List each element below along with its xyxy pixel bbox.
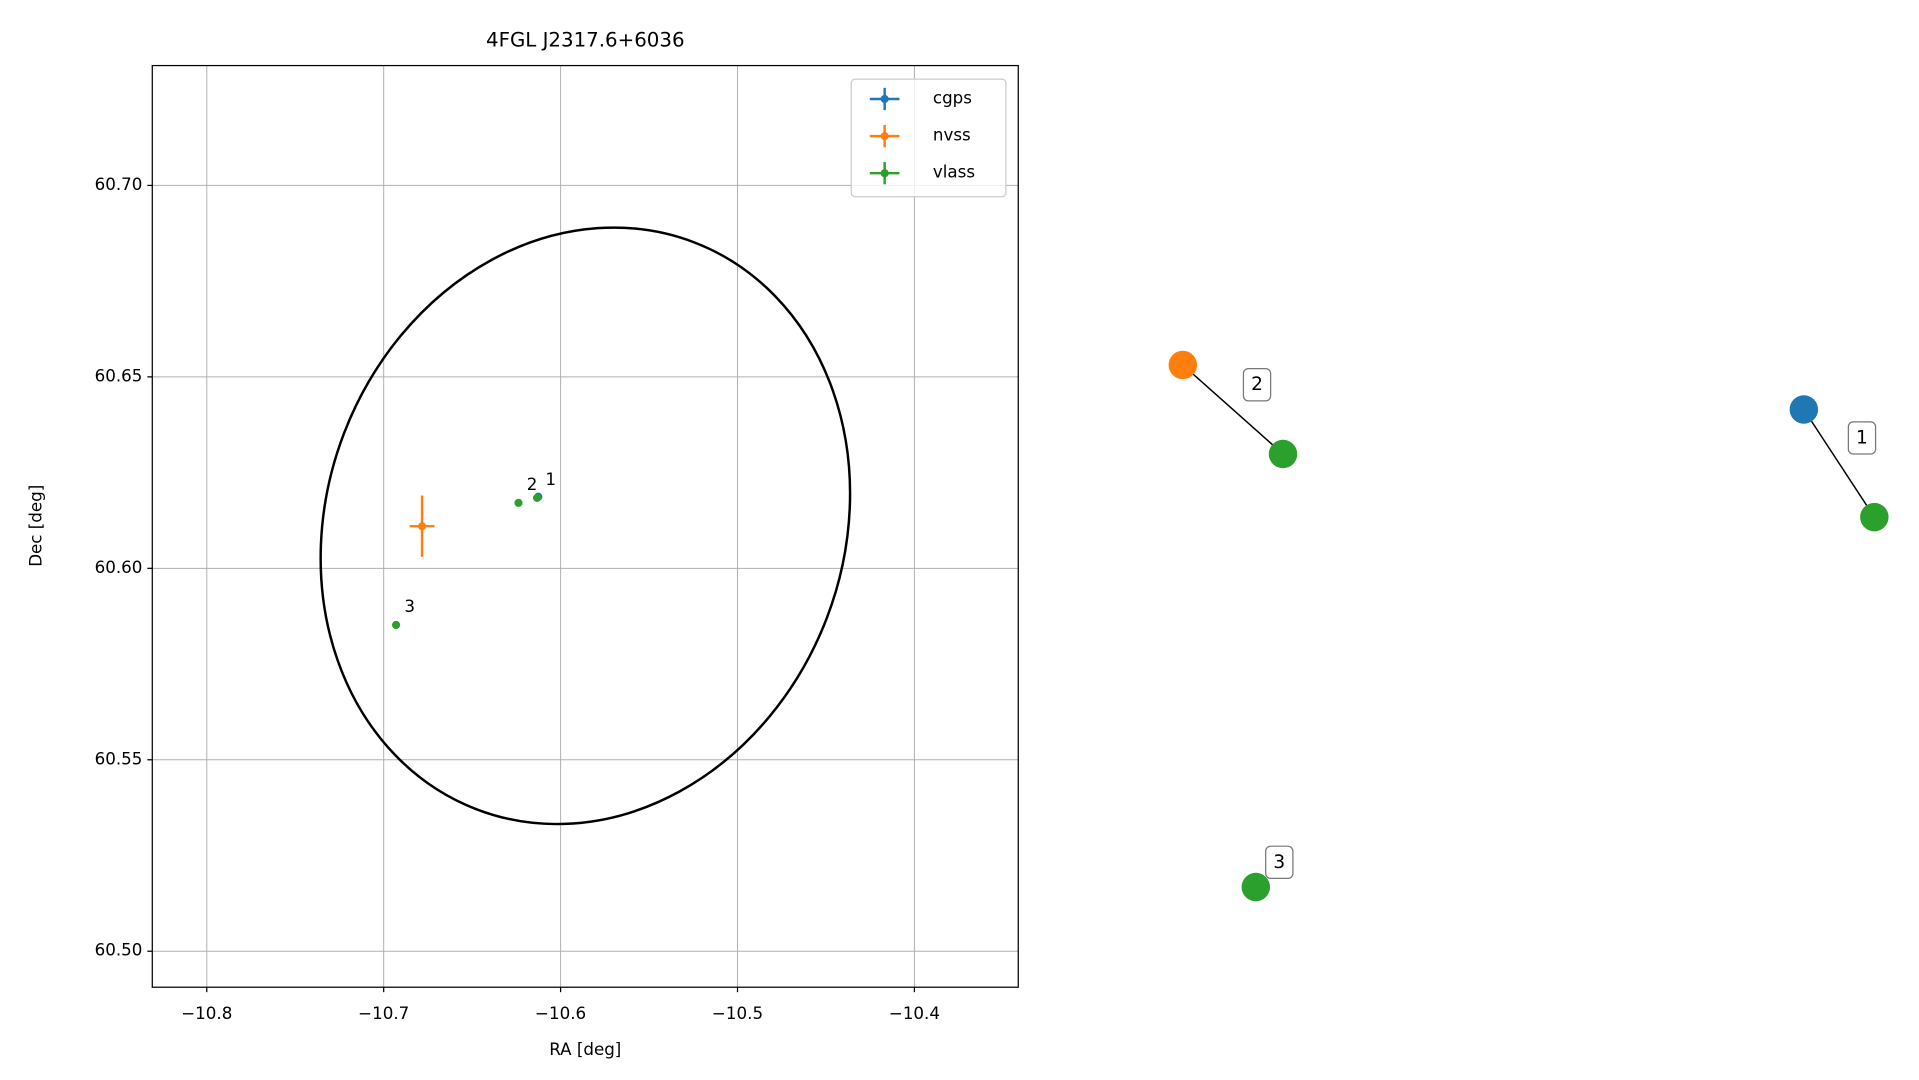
label-box [1847,421,1877,455]
y-tick-label: 60.65 [95,365,143,385]
point [532,493,542,502]
x-axis-label: RA [deg] [549,1039,621,1059]
label-box [1265,845,1294,879]
edge [1182,364,1284,455]
node [1241,872,1271,902]
edge-label: 1 [1856,427,1868,448]
plot-area: 2 1 3 [319,226,852,826]
label-box [1242,368,1272,402]
edge-label: 2 [1251,374,1263,395]
y-axis-label: Dec [deg] [26,485,46,567]
match-graph: 1 2 3 [1168,350,1889,902]
x-tick-label: −10.7 [358,1003,409,1023]
edge [1803,409,1875,518]
point-label: 1 [545,469,556,489]
y-tick-label: 60.70 [95,174,143,194]
node [1789,395,1819,424]
x-tick-label: −10.6 [535,1003,586,1023]
node [1168,350,1198,380]
point [514,498,523,507]
y-tick-label: 60.50 [95,940,143,960]
legend-label: nvss [933,125,971,145]
y-tick-label: 60.55 [95,748,143,768]
axes-frame [151,64,1019,988]
error-ellipse [319,226,852,826]
node [1860,502,1889,532]
x-tick-label: −10.4 [889,1003,940,1023]
legend-icon [880,132,889,141]
legend-icon [880,94,889,104]
point [391,620,401,630]
point-label: 2 [527,474,538,494]
x-tick-label: −10.8 [181,1003,232,1023]
x-tick-label: −10.5 [712,1003,763,1023]
point [417,522,427,531]
node [1268,439,1298,469]
chart-title: 4FGL J2317.6+6036 [486,28,685,51]
y-tick-label: 60.60 [95,557,143,577]
legend-frame [850,78,1007,198]
grid: −10.8 −10.7 −10.6 −10.5 −10.4 60.50 60.55 60.60… [95,65,1019,1023]
legend-label: vlass [933,162,975,182]
legend-label: cgps [933,87,972,107]
legend-icon [880,169,889,178]
point-label: 3 [404,596,415,616]
legend: cgps nvss vlass [850,78,1007,198]
edge-label: 3 [1273,852,1285,873]
